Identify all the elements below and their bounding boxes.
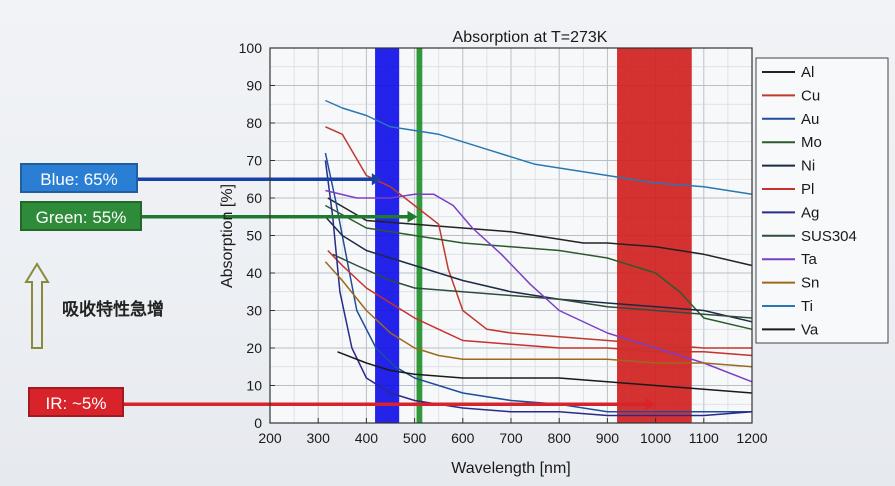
legend-label-ni: Ni xyxy=(801,158,815,175)
series-line-va xyxy=(337,351,753,394)
ir-ref-arrowhead xyxy=(645,398,656,411)
x-tick-label: 1200 xyxy=(736,430,767,446)
y-tick-label: 10 xyxy=(246,378,262,394)
x-tick-label: 800 xyxy=(548,430,572,446)
x-axis-title: Wavelength [nm] xyxy=(451,460,570,477)
red-band xyxy=(617,48,692,423)
legend-label-sus304: SUS304 xyxy=(801,228,857,245)
legend: Al Cu Au Mo Ni Pl Ag SUS304 Ta Sn Ti Va xyxy=(762,64,857,338)
y-tick-label: 80 xyxy=(246,115,262,131)
series-line-sus304 xyxy=(332,253,753,319)
x-tick-label: 900 xyxy=(596,430,620,446)
legend-label-al: Al xyxy=(801,64,814,81)
legend-label-ag: Ag xyxy=(801,204,819,221)
series-line-ti xyxy=(325,99,753,196)
x-tick-label: 700 xyxy=(499,430,523,446)
y-tick-label: 30 xyxy=(246,303,262,319)
series-line-al xyxy=(327,197,753,267)
green-callout: Green: 55% xyxy=(20,201,142,231)
x-tick-label: 1000 xyxy=(640,430,671,446)
x-tick-label: 600 xyxy=(451,430,475,446)
absorption-note: 吸收特性急增 xyxy=(62,300,164,320)
axis-ticks: 200 300 400 500 600 700 800 900 1000 1100 1200 0 10 2… xyxy=(239,40,768,446)
blue-callout: Blue: 65% xyxy=(20,163,138,193)
x-tick-label: 500 xyxy=(403,430,427,446)
ir-callout: IR: ~5% xyxy=(28,387,124,417)
x-tick-label: 200 xyxy=(258,430,282,446)
legend-label-ta: Ta xyxy=(801,251,818,268)
y-tick-label: 20 xyxy=(246,340,262,356)
y-tick-label: 50 xyxy=(246,228,262,244)
legend-label-sn: Sn xyxy=(801,275,819,292)
y-tick-label: 40 xyxy=(246,265,262,281)
chart-title: Absorption at T=273K xyxy=(453,29,608,46)
series-line-pl xyxy=(327,249,753,357)
y-tick-label: 0 xyxy=(254,415,262,431)
green-ref-arrowhead xyxy=(407,210,418,223)
legend-label-va: Va xyxy=(801,321,819,338)
y-axis-title: Absorption [%] xyxy=(219,184,236,288)
x-tick-label: 1100 xyxy=(689,430,719,446)
y-tick-label: 90 xyxy=(246,78,262,94)
series-lines xyxy=(324,99,753,417)
series-line-sn xyxy=(324,261,753,368)
legend-box xyxy=(755,57,889,344)
y-tick-label: 100 xyxy=(239,40,263,56)
up-arrow-icon xyxy=(24,262,50,349)
y-tick-label: 70 xyxy=(246,153,262,169)
reference-arrows xyxy=(124,173,656,411)
legend-label-mo: Mo xyxy=(801,134,822,151)
x-tick-label: 400 xyxy=(355,430,379,446)
legend-label-pl: Pl xyxy=(801,181,814,198)
legend-label-ti: Ti xyxy=(801,298,813,315)
blue-ref-arrowhead xyxy=(371,173,382,186)
series-line-ta xyxy=(325,189,753,383)
series-line-mo xyxy=(325,204,753,331)
legend-label-au: Au xyxy=(801,111,819,128)
x-tick-label: 300 xyxy=(307,430,331,446)
series-line-ni xyxy=(324,216,753,323)
y-tick-label: 60 xyxy=(246,190,262,206)
blue-band xyxy=(375,48,400,423)
legend-label-cu: Cu xyxy=(801,87,820,104)
